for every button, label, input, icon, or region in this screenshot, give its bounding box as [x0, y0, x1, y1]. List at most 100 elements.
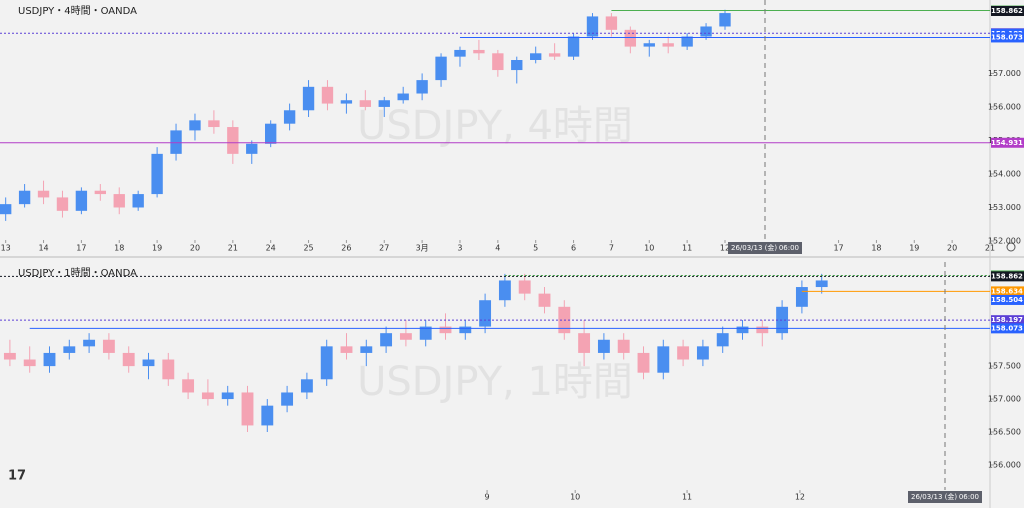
x-tick-label: 19	[909, 244, 919, 253]
price-label: 158.197	[991, 316, 1023, 324]
candle-body	[479, 300, 492, 327]
x-tick-label: 21	[228, 244, 238, 253]
x-tick-label: 4	[495, 244, 500, 253]
candle-body	[151, 153, 163, 195]
x-tick-label: 3月	[416, 244, 429, 253]
candle-body	[261, 405, 274, 426]
candle-body	[359, 100, 372, 107]
candle-body	[716, 333, 729, 347]
y-tick-label: 156.500	[988, 428, 1021, 437]
candle-body	[397, 93, 409, 101]
x-tick-label: 9	[485, 493, 490, 502]
x-tick-label: 21	[985, 244, 995, 253]
candle-body	[736, 326, 749, 334]
candle-body	[586, 16, 599, 37]
y-tick-label: 157.000	[988, 69, 1021, 78]
candle-body	[189, 120, 201, 131]
x-tick-label: 17	[833, 244, 843, 253]
candle-body	[459, 326, 472, 334]
price-label-box	[991, 286, 1024, 297]
y-tick-label: 157.000	[988, 395, 1021, 404]
candle-body	[696, 346, 709, 360]
candle-body	[18, 190, 31, 205]
candle-body	[63, 346, 76, 353]
y-tick-label: 154.000	[988, 169, 1021, 178]
x-tick-label: 5	[533, 244, 538, 253]
candle-body	[43, 352, 56, 367]
price-label: 158.862	[991, 272, 1023, 280]
candle-body	[662, 43, 674, 47]
x-tick-label: 24	[266, 244, 276, 253]
candle-body	[617, 339, 630, 353]
x-tick-label: 10	[570, 493, 580, 502]
price-label-box	[991, 294, 1024, 305]
candle-body	[0, 204, 12, 215]
price-label-box	[991, 137, 1024, 148]
x-tick-label: 26	[341, 244, 351, 253]
price-label-box	[991, 5, 1024, 16]
candle-body	[201, 392, 214, 400]
candle-body	[511, 60, 523, 71]
y-tick-label: 157.500	[988, 362, 1021, 371]
candle-body	[340, 346, 353, 353]
time-box	[908, 491, 982, 503]
candle-body	[170, 130, 182, 154]
candle-body	[498, 280, 511, 301]
candle-body	[530, 53, 542, 60]
candle-body	[37, 190, 50, 198]
price-label: 158.634	[991, 287, 1023, 295]
x-tick-label: 3	[457, 244, 462, 253]
candle-body	[567, 36, 580, 57]
x-tick-label: 10	[644, 244, 654, 253]
x-tick-label: 25	[303, 244, 313, 253]
candle-body	[677, 346, 690, 360]
candle-body	[719, 13, 731, 27]
x-tick-label: 6	[571, 244, 576, 253]
candle-body	[300, 379, 313, 393]
candle-body	[208, 120, 220, 128]
chart-title[interactable]: USDJPY・4時間・OANDA	[18, 5, 137, 17]
candle-body	[340, 100, 353, 104]
candle-body	[624, 29, 637, 47]
price-label: 158.073	[991, 324, 1023, 332]
x-tick-label: 20	[947, 244, 957, 253]
candle-body	[605, 16, 618, 30]
time-box	[728, 242, 802, 254]
watermark: USDJPY, 4時間	[357, 103, 633, 149]
time-date: 26/03/13 (金)	[731, 243, 777, 252]
candle-body	[380, 333, 393, 347]
chart-title[interactable]: USDJPY・1時間・OANDA	[18, 267, 137, 279]
candle-body	[548, 53, 561, 57]
candle-body	[122, 352, 135, 367]
candle-body	[643, 43, 655, 47]
y-tick-label: 156.000	[988, 460, 1021, 469]
price-label-box	[991, 315, 1024, 326]
x-tick-label: 11	[682, 493, 692, 502]
x-tick-label: 17	[76, 244, 86, 253]
price-label-box	[991, 32, 1024, 43]
candle-body	[435, 56, 447, 81]
candle-body	[283, 110, 296, 124]
x-tick-label: 12	[720, 244, 730, 253]
candle-body	[538, 293, 551, 307]
candle-body	[227, 127, 239, 154]
candle-body	[756, 326, 769, 334]
candle-body	[75, 190, 88, 211]
x-tick-label: 7	[609, 244, 614, 253]
candle-body	[416, 80, 428, 94]
candle-body	[246, 143, 258, 154]
price-label-box	[991, 323, 1024, 334]
price-label: 158.073	[991, 33, 1023, 41]
x-tick-label: 18	[871, 244, 881, 253]
candle-body	[473, 49, 485, 54]
candle-body	[94, 190, 107, 195]
candle-body	[241, 392, 254, 426]
candle-body	[597, 339, 610, 353]
candle-body	[142, 359, 155, 367]
x-tick-label: 13	[1, 244, 11, 253]
candle-body	[302, 86, 315, 111]
settings-icon[interactable]	[1006, 242, 1016, 252]
candle-body	[578, 333, 591, 353]
